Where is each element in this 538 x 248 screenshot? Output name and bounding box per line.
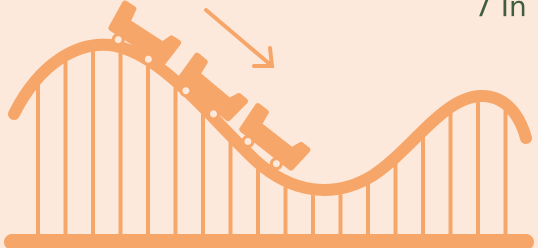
roller-coaster-illustration: 7 In bbox=[0, 0, 538, 248]
background bbox=[0, 0, 538, 248]
ground bbox=[4, 234, 534, 248]
header-text: 7 In bbox=[474, 0, 527, 23]
page: 7 In (() => { const data = JSON.parse(do… bbox=[0, 0, 538, 248]
